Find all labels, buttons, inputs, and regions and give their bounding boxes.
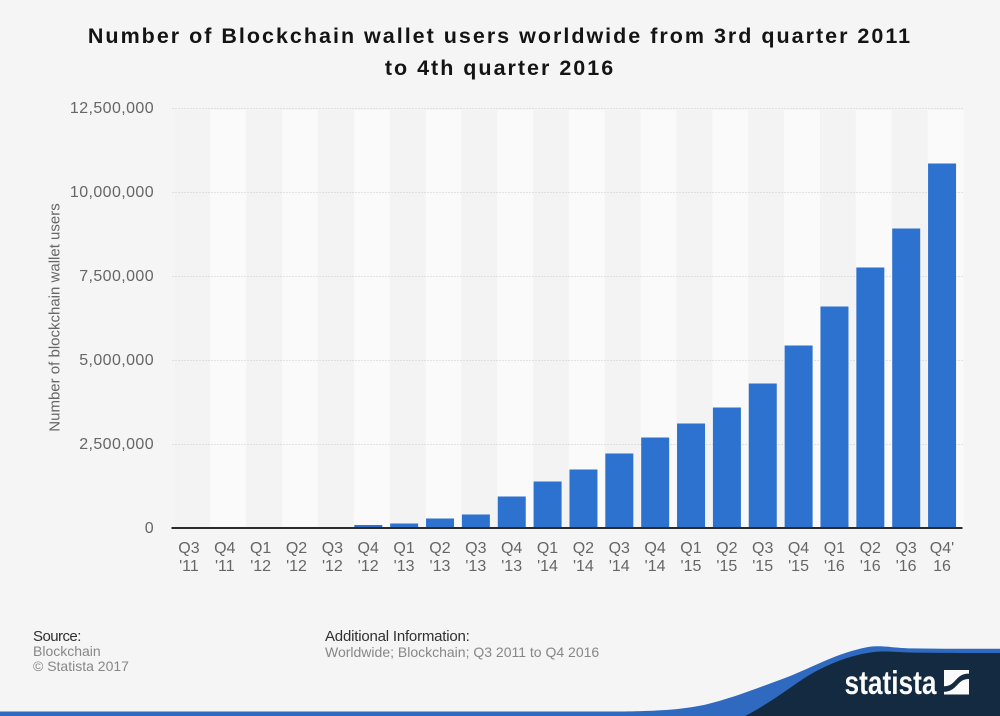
svg-text:statista: statista: [845, 664, 938, 701]
